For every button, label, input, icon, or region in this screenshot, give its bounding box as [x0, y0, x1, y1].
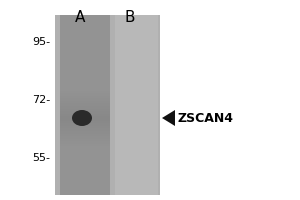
Ellipse shape	[72, 110, 92, 126]
Bar	[60, 15, 110, 195]
Text: 95-: 95-	[32, 37, 50, 47]
Text: B: B	[125, 10, 135, 25]
Bar	[55, 15, 160, 195]
Bar	[115, 15, 158, 195]
Polygon shape	[162, 110, 175, 126]
Text: 72-: 72-	[32, 95, 50, 105]
Text: A: A	[75, 10, 85, 25]
Text: ZSCAN4: ZSCAN4	[178, 112, 234, 124]
Text: 55-: 55-	[32, 153, 50, 163]
